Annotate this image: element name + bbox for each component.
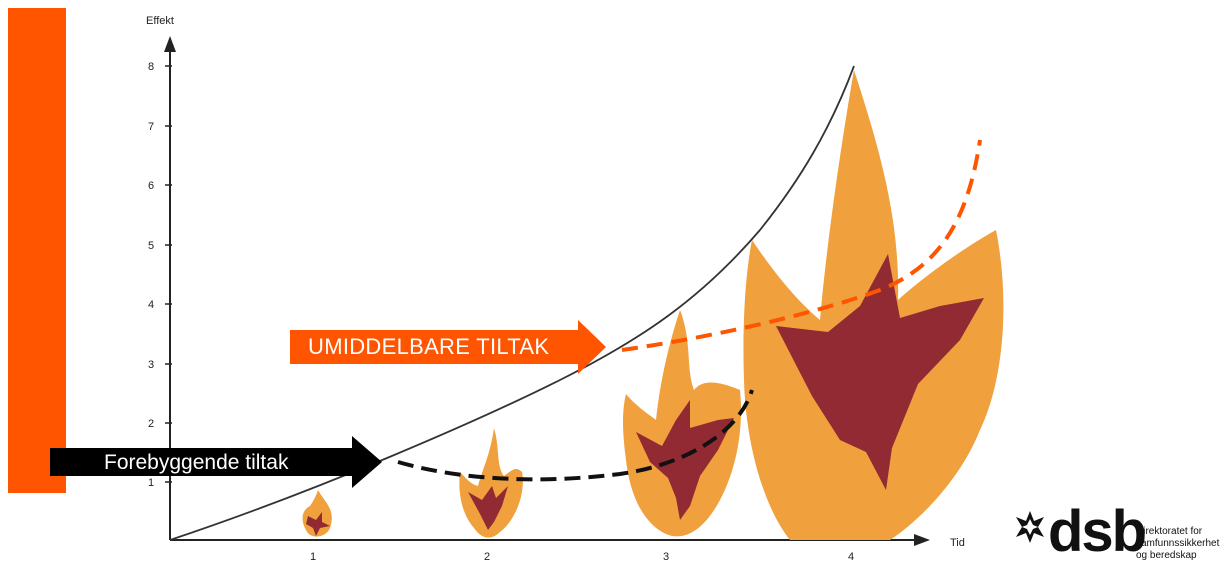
umiddelbare-dashed-curve: [621, 139, 982, 352]
y-tick-label: 5: [148, 240, 154, 252]
x-tick-label: 3: [663, 551, 669, 563]
x-tick-label: 1: [310, 551, 316, 563]
x-tick-label: 4: [848, 551, 854, 563]
forebyggende-tiltak-label: Forebyggende tiltak: [104, 451, 289, 474]
flame-stage-2-icon: [459, 428, 523, 538]
y-axis-arrow-icon: [164, 36, 176, 52]
dsb-logo: dsb Direktoratet for samfunnssikkerhet o…: [1010, 503, 1222, 571]
flame-stage-3-icon: [623, 310, 742, 537]
forebyggende-arrow: [50, 436, 382, 488]
y-ticks: 1 2 3 4 5 6 7 8: [148, 61, 172, 489]
dsb-mark-icon: [1016, 511, 1044, 543]
y-axis-label: Effekt: [146, 15, 174, 27]
umiddelbare-tiltak-label: UMIDDELBARE TILTAK: [308, 334, 550, 359]
y-tick-label: 4: [148, 299, 154, 311]
x-ticks: 1 2 3 4: [310, 551, 854, 563]
forebyggende-dashed-curve: [397, 389, 754, 482]
y-tick-label: 2: [148, 418, 154, 430]
y-tick-label: 3: [148, 359, 154, 371]
logo-subtitle-line-2: samfunnssikkerhet: [1136, 538, 1220, 549]
x-axis-arrow-icon: [914, 534, 930, 546]
x-tick-label: 2: [484, 551, 490, 563]
y-tick-label: 6: [148, 180, 154, 192]
y-tick-label: 7: [148, 121, 154, 133]
y-tick-label: 1: [148, 477, 154, 489]
umiddelbare-arrow: [290, 320, 606, 374]
dsb-wordmark: dsb: [1048, 499, 1147, 564]
orange-side-bar: [8, 8, 66, 493]
x-axis-label: Tid: [950, 537, 965, 549]
flame-stage-1-icon: [302, 490, 332, 537]
flame-stage-4-icon: [743, 70, 1004, 540]
y-tick-label: 8: [148, 61, 154, 73]
logo-subtitle-line-3: og beredskap: [1136, 550, 1197, 561]
logo-subtitle-line-1: Direktoratet for: [1136, 526, 1203, 537]
